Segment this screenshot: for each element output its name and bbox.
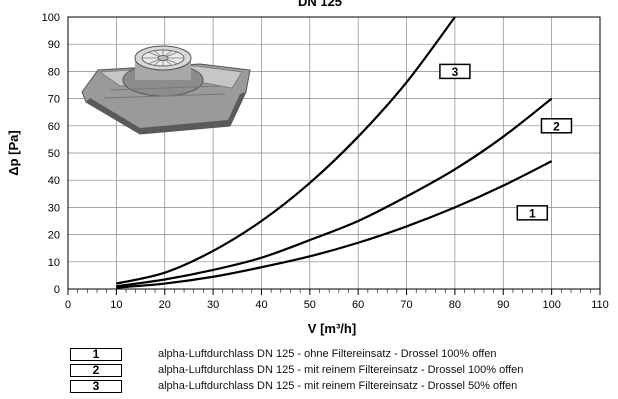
y-tick-label: 10 bbox=[48, 257, 60, 269]
x-tick-label: 10 bbox=[110, 299, 122, 311]
series-line-3 bbox=[116, 16, 456, 285]
y-tick-label: 90 bbox=[48, 39, 60, 51]
svg-text:3: 3 bbox=[452, 65, 459, 79]
legend-item: 3 alpha-Luftdurchlass DN 125 - mit reine… bbox=[70, 378, 615, 394]
plot-area-border bbox=[67, 16, 601, 290]
series-line-2 bbox=[116, 97, 553, 288]
x-tick-label: 60 bbox=[352, 299, 364, 311]
series-group bbox=[116, 16, 553, 289]
x-tick-label: 80 bbox=[449, 299, 461, 311]
series-line-1 bbox=[116, 160, 553, 289]
y-tick-label: 0 bbox=[54, 284, 60, 296]
x-tick-label: 30 bbox=[207, 299, 219, 311]
x-tick-label: 110 bbox=[591, 299, 609, 311]
y-tick-label: 60 bbox=[48, 121, 60, 133]
legend-item: 1 alpha-Luftdurchlass DN 125 - ohne Filt… bbox=[70, 346, 615, 362]
x-tick-label: 0 bbox=[65, 299, 71, 311]
x-tick-label: 40 bbox=[255, 299, 267, 311]
y-tick-label: 20 bbox=[48, 230, 60, 242]
roof-vent-product-image bbox=[81, 45, 251, 135]
x-ticks: 0 10 20 30 40 50 60 70 80 90 100 110 bbox=[65, 289, 609, 311]
legend: 1 alpha-Luftdurchlass DN 125 - ohne Filt… bbox=[70, 346, 615, 394]
y-tick-label: 30 bbox=[48, 202, 60, 214]
svg-text:1: 1 bbox=[529, 206, 536, 220]
svg-text:2: 2 bbox=[553, 119, 560, 133]
y-tick-label: 40 bbox=[48, 175, 60, 187]
y-tick-label: 80 bbox=[48, 66, 60, 78]
legend-key: 2 bbox=[70, 363, 122, 377]
series-label-1: 1 bbox=[516, 205, 549, 221]
x-tick-label: 50 bbox=[304, 299, 316, 311]
y-tick-label: 50 bbox=[48, 148, 60, 160]
series-labels: 1 2 3 bbox=[439, 63, 573, 221]
legend-key: 1 bbox=[70, 347, 122, 361]
x-tick-label: 100 bbox=[542, 299, 560, 311]
chart-title: DN 125 bbox=[298, 0, 342, 9]
legend-key: 3 bbox=[70, 379, 122, 393]
series-label-3: 3 bbox=[439, 63, 471, 80]
legend-text: alpha-Luftdurchlass DN 125 - ohne Filter… bbox=[158, 348, 497, 360]
y-ticks: 0 10 20 30 40 50 60 70 80 90 100 bbox=[42, 12, 60, 296]
y-axis-label: Δp [Pa] bbox=[6, 130, 21, 175]
legend-text: alpha-Luftdurchlass DN 125 - mit reinem … bbox=[158, 380, 518, 392]
x-tick-label: 90 bbox=[497, 299, 509, 311]
x-tick-label: 70 bbox=[400, 299, 412, 311]
y-tick-label: 70 bbox=[48, 94, 60, 106]
y-tick-label: 100 bbox=[42, 12, 60, 24]
series-label-2: 2 bbox=[540, 118, 573, 134]
legend-item: 2 alpha-Luftdurchlass DN 125 - mit reine… bbox=[70, 362, 615, 378]
legend-text: alpha-Luftdurchlass DN 125 - mit reinem … bbox=[158, 364, 524, 376]
x-axis-label: V [m³/h] bbox=[308, 321, 356, 336]
x-tick-label: 20 bbox=[159, 299, 171, 311]
